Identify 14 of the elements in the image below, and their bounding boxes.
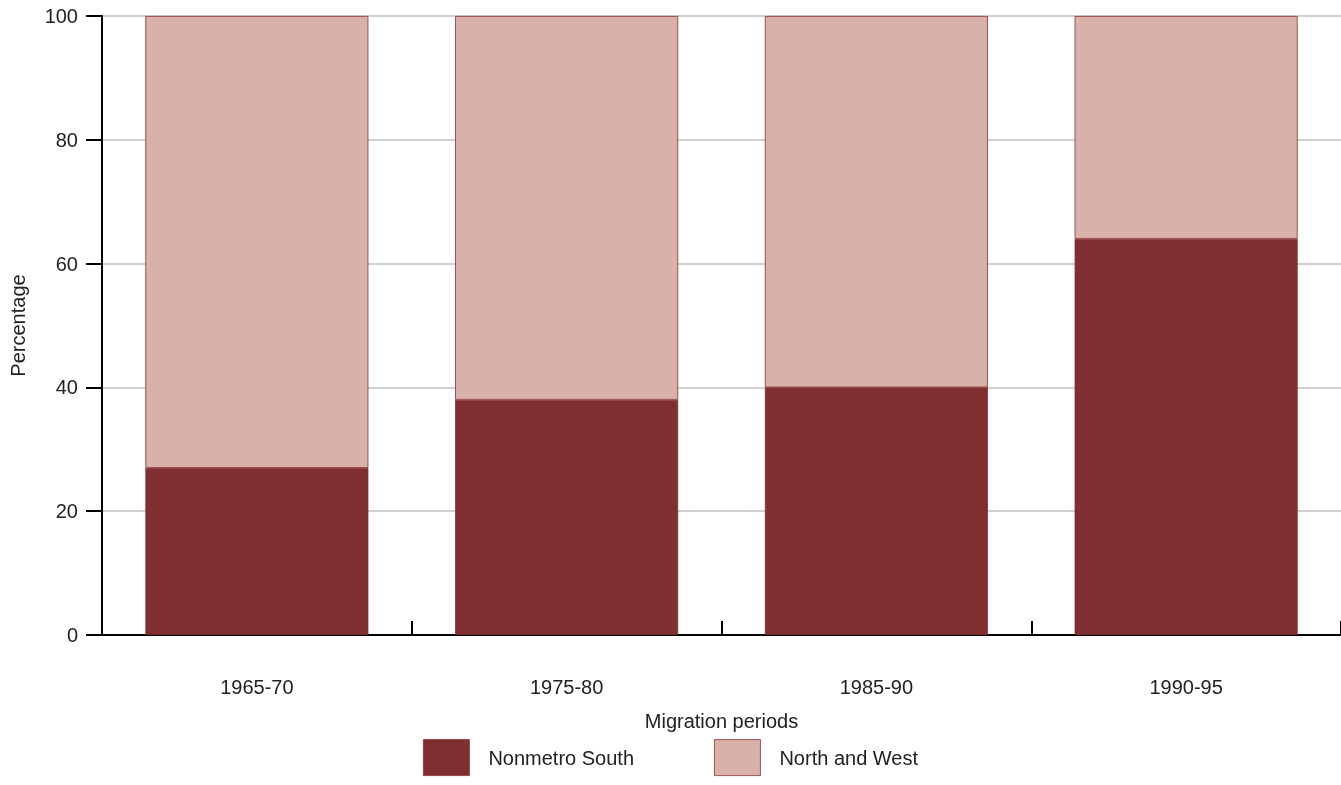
y-tick-label: 60 [55,252,78,275]
y-axis-title: Percentage [7,274,29,377]
y-tick-label: 0 [66,624,78,646]
x-tick-label: 1965-70 [220,676,294,698]
legend-label: Nonmetro South [488,746,635,769]
x-tick-label: 1985-90 [839,676,914,698]
y-tick-label: 100 [44,5,78,27]
y-tick-label: 20 [55,500,78,523]
y-tick-label: 80 [55,128,78,151]
x-tick-label: 1975-80 [529,676,604,698]
x-tick-label: 1990-95 [1149,676,1223,698]
x-axis-title: Migration periods [644,710,799,732]
legend-label: North and West [779,746,919,769]
y-tick-label: 40 [55,376,78,399]
